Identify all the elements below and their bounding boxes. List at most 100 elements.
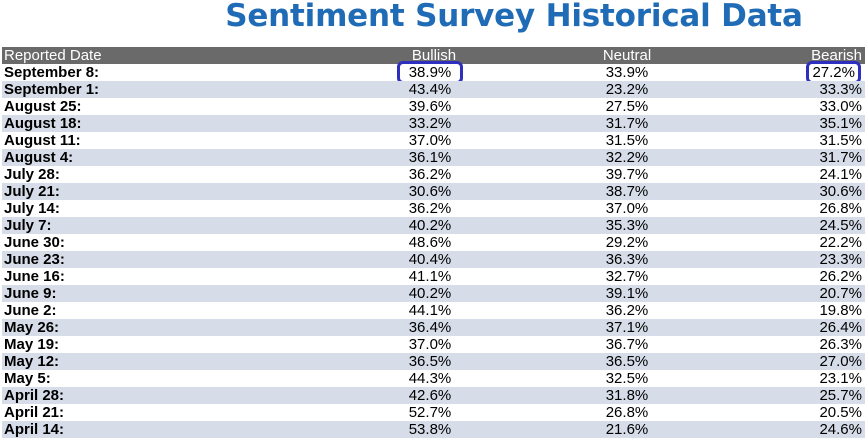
- cell-bullish: 36.5%: [408, 353, 452, 370]
- cell-neutral: 21.6%: [605, 421, 649, 438]
- cell-bullish: 36.1%: [408, 149, 452, 166]
- cell-neutral: 32.5%: [605, 370, 649, 387]
- table-row: August 11: 37.0% 31.5% 31.5%: [2, 132, 865, 149]
- cell-bearish: 26.8%: [819, 200, 862, 217]
- cell-bullish: 36.2%: [408, 200, 452, 217]
- table-row: May 5: 44.3% 32.5% 23.1%: [2, 370, 865, 387]
- cell-bearish: 31.5%: [819, 132, 862, 149]
- cell-bearish: 24.5%: [819, 217, 862, 234]
- cell-bullish: 39.6%: [408, 98, 452, 115]
- cell-reported-date: June 9:: [4, 285, 57, 302]
- table-row: June 16: 41.1% 32.7% 26.2%: [2, 268, 865, 285]
- cell-bullish: 30.6%: [408, 183, 452, 200]
- cell-reported-date: August 25:: [4, 98, 82, 115]
- cell-neutral: 36.5%: [605, 353, 649, 370]
- cell-reported-date: June 16:: [4, 268, 65, 285]
- table-row: June 30: 48.6% 29.2% 22.2%: [2, 234, 865, 251]
- table-row: July 21: 30.6% 38.7% 30.6%: [2, 183, 865, 200]
- cell-bearish: 35.1%: [819, 115, 862, 132]
- cell-neutral: 37.0%: [605, 200, 649, 217]
- cell-reported-date: September 1:: [4, 81, 100, 98]
- table-row: July 7: 40.2% 35.3% 24.5%: [2, 217, 865, 234]
- cell-bearish-circled: 27.2%: [806, 61, 861, 84]
- cell-bullish: 53.8%: [408, 421, 452, 438]
- cell-bearish: 26.3%: [819, 336, 862, 353]
- cell-bullish: 48.6%: [408, 234, 452, 251]
- cell-reported-date: April 14:: [4, 421, 65, 438]
- table-row: September 1: 43.4% 23.2% 33.3%: [2, 81, 865, 98]
- cell-bullish: 36.2%: [408, 166, 452, 183]
- cell-reported-date: July 21:: [4, 183, 60, 200]
- table-row: June 23: 40.4% 36.3% 23.3%: [2, 251, 865, 268]
- table-row: August 25: 39.6% 27.5% 33.0%: [2, 98, 865, 115]
- cell-reported-date: July 14:: [4, 200, 60, 217]
- cell-neutral: 32.2%: [605, 149, 649, 166]
- cell-neutral: 31.7%: [605, 115, 649, 132]
- cell-bearish: 22.2%: [819, 234, 862, 251]
- cell-reported-date: May 19:: [4, 336, 60, 353]
- cell-bearish: 25.7%: [819, 387, 862, 404]
- cell-neutral: 35.3%: [605, 217, 649, 234]
- cell-reported-date: July 7:: [4, 217, 52, 234]
- cell-bearish: 20.7%: [819, 285, 862, 302]
- cell-bearish: 26.4%: [819, 319, 862, 336]
- cell-neutral: 33.9%: [605, 64, 649, 81]
- cell-bearish: 27.0%: [819, 353, 862, 370]
- cell-neutral: 36.2%: [605, 302, 649, 319]
- cell-neutral: 27.5%: [605, 98, 649, 115]
- cell-bearish: 24.1%: [819, 166, 862, 183]
- table-row: May 19: 37.0% 36.7% 26.3%: [2, 336, 865, 353]
- table-row: May 26: 36.4% 37.1% 26.4%: [2, 319, 865, 336]
- table-row: July 28: 36.2% 39.7% 24.1%: [2, 166, 865, 183]
- table-header-row: Reported Date Bullish Neutral Bearish: [2, 47, 865, 64]
- cell-bearish: 31.7%: [819, 149, 862, 166]
- table-row: April 14: 53.8% 21.6% 24.6%: [2, 421, 865, 438]
- table-row: June 2: 44.1% 36.2% 19.8%: [2, 302, 865, 319]
- cell-bearish: 19.8%: [819, 302, 862, 319]
- cell-neutral: 37.1%: [605, 319, 649, 336]
- table-row: April 28: 42.6% 31.8% 25.7%: [2, 387, 865, 404]
- cell-bearish: 23.3%: [819, 251, 862, 268]
- cell-reported-date: August 11:: [4, 132, 81, 149]
- cell-neutral: 26.8%: [605, 404, 649, 421]
- cell-bullish: 40.4%: [408, 251, 452, 268]
- cell-reported-date: August 4:: [4, 149, 74, 166]
- table-row: June 9: 40.2% 39.1% 20.7%: [2, 285, 865, 302]
- cell-bearish: 23.1%: [819, 370, 862, 387]
- cell-neutral: 31.5%: [605, 132, 649, 149]
- cell-bearish: 20.5%: [819, 404, 862, 421]
- cell-neutral: 36.3%: [605, 251, 649, 268]
- cell-reported-date: July 28:: [4, 166, 60, 183]
- cell-bullish: 52.7%: [408, 404, 452, 421]
- cell-neutral: 29.2%: [605, 234, 649, 251]
- header-bearish: Bearish: [811, 47, 862, 64]
- cell-bullish: 44.3%: [408, 370, 452, 387]
- cell-neutral: 23.2%: [605, 81, 649, 98]
- cell-bearish: 30.6%: [819, 183, 862, 200]
- cell-reported-date: June 2:: [4, 302, 57, 319]
- table-row: September 8: 38.9% 33.9% 27.2%: [2, 61, 865, 84]
- cell-bearish: 33.0%: [819, 98, 862, 115]
- table-row: August 4: 36.1% 32.2% 31.7%: [2, 149, 865, 166]
- cell-neutral: 31.8%: [605, 387, 649, 404]
- table-body: September 8: 38.9% 33.9% 27.2% September 1: 4…: [2, 61, 865, 438]
- cell-bullish: 40.2%: [408, 285, 452, 302]
- cell-reported-date: May 12:: [4, 353, 60, 370]
- table-row: May 12: 36.5% 36.5% 27.0%: [2, 353, 865, 370]
- cell-bearish: 24.6%: [819, 421, 862, 438]
- cell-bearish: 26.2%: [819, 268, 862, 285]
- cell-bullish: 37.0%: [408, 132, 452, 149]
- cell-bullish: 44.1%: [408, 302, 452, 319]
- cell-neutral: 38.7%: [605, 183, 649, 200]
- cell-neutral: 36.7%: [605, 336, 649, 353]
- cell-reported-date: April 28:: [4, 387, 65, 404]
- header-neutral: Neutral: [602, 47, 652, 64]
- header-reported-date: Reported Date: [4, 47, 102, 64]
- cell-bullish: 36.4%: [408, 319, 452, 336]
- header-bullish: Bullish: [411, 47, 457, 64]
- cell-neutral: 39.7%: [605, 166, 649, 183]
- cell-neutral: 39.1%: [605, 285, 649, 302]
- sentiment-table: Reported Date Bullish Neutral Bearish Se…: [2, 47, 865, 438]
- cell-reported-date: June 30:: [4, 234, 65, 251]
- cell-reported-date: May 5:: [4, 370, 51, 387]
